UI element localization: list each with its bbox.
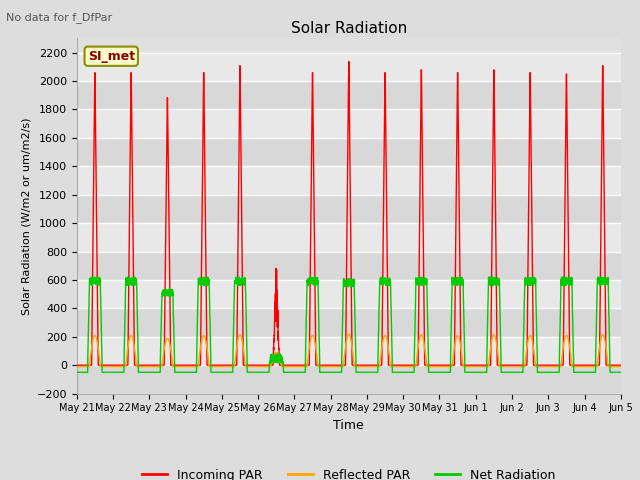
- Bar: [77, 53, 621, 81]
- Text: SI_met: SI_met: [88, 50, 135, 63]
- Bar: [77, 223, 621, 252]
- Title: Solar Radiation: Solar Radiation: [291, 21, 407, 36]
- Bar: [77, 81, 621, 109]
- Bar: [77, 280, 621, 308]
- Bar: [77, 109, 621, 138]
- Y-axis label: Solar Radiation (W/m2 or um/m2/s): Solar Radiation (W/m2 or um/m2/s): [21, 117, 31, 315]
- Bar: [77, 365, 621, 394]
- X-axis label: Time: Time: [333, 419, 364, 432]
- Bar: [77, 138, 621, 166]
- Bar: [77, 252, 621, 280]
- Bar: [77, 166, 621, 195]
- Text: No data for f_DfPar: No data for f_DfPar: [6, 12, 113, 23]
- Bar: [77, 308, 621, 337]
- Bar: [77, 337, 621, 365]
- Bar: [77, 195, 621, 223]
- Legend: Incoming PAR, Reflected PAR, Net Radiation: Incoming PAR, Reflected PAR, Net Radiati…: [137, 464, 561, 480]
